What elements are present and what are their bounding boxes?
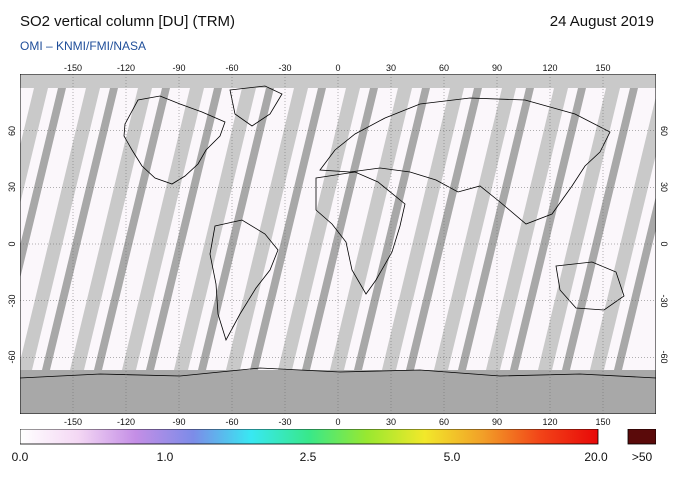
lat-tick-left: 60 <box>7 125 17 136</box>
lat-tick-left: 30 <box>7 182 17 193</box>
lon-tick-top: 90 <box>491 63 503 73</box>
low-quality-swath <box>146 88 222 370</box>
lon-tick-top: 30 <box>385 63 397 73</box>
lon-tick-bottom: -150 <box>63 417 83 427</box>
low-quality-swath <box>250 88 326 370</box>
coast-eurasia <box>319 97 611 225</box>
no-data-swath <box>20 88 100 370</box>
lon-tick-bottom: -30 <box>278 417 292 427</box>
lon-tick-top: -90 <box>172 63 186 73</box>
lon-tick-bottom: 90 <box>491 417 503 427</box>
lat-tick-right: -30 <box>659 294 669 308</box>
low-quality-swath <box>510 88 586 370</box>
no-data-swath <box>330 88 412 370</box>
lon-tick-bottom: -90 <box>172 417 186 427</box>
no-data-swath <box>486 88 568 370</box>
lat-tick-right: 60 <box>659 125 669 136</box>
low-quality-swath <box>354 88 430 370</box>
lat-tick-left: -30 <box>7 294 17 308</box>
coast-africa <box>315 171 406 295</box>
lon-tick-top: 150 <box>595 63 611 73</box>
low-quality-swath <box>406 88 482 370</box>
low-quality-swath <box>302 88 378 370</box>
lat-tick-right: 0 <box>659 241 669 247</box>
coastlines <box>20 85 656 379</box>
lat-tick-right: -60 <box>659 350 669 364</box>
low-quality-swath <box>20 88 66 279</box>
coast-australia <box>555 261 625 311</box>
no-data-swath <box>382 88 464 370</box>
lon-tick-bottom: 60 <box>438 417 450 427</box>
lon-tick-top: -150 <box>63 63 83 73</box>
colorbar-label-2: 2.5 <box>299 450 317 464</box>
colorbar-overflow-box <box>627 429 656 445</box>
coast-antarctica <box>20 367 656 379</box>
map-title: SO2 vertical column [DU] (TRM) <box>20 13 236 30</box>
low-quality-swath <box>94 88 170 370</box>
coast-north-america <box>123 95 226 185</box>
orbit-swaths <box>20 88 656 370</box>
colorbar-label-3: 5.0 <box>443 450 461 464</box>
lon-tick-top: -30 <box>278 63 292 73</box>
no-data-swath <box>434 88 516 370</box>
graticule <box>20 74 656 414</box>
lon-tick-bottom: 120 <box>542 417 558 427</box>
no-data-swath <box>226 88 308 370</box>
lon-tick-bottom: -60 <box>225 417 239 427</box>
low-quality-swath <box>458 88 534 370</box>
data-credit: OMI – KNMI/FMI/NASA <box>20 39 147 53</box>
colorbar-label-0: 0.0 <box>11 450 29 464</box>
lat-tick-left: -60 <box>7 350 17 364</box>
no-data-swath <box>174 88 256 370</box>
no-data-swath <box>538 88 620 370</box>
lon-tick-top: -120 <box>116 63 136 73</box>
colorbar-label-1: 1.0 <box>156 450 174 464</box>
no-data-swath <box>70 88 152 370</box>
colorbar <box>20 429 656 445</box>
lon-tick-top: 120 <box>542 63 558 73</box>
coast-south-america <box>209 219 279 342</box>
lon-tick-top: 60 <box>438 63 450 73</box>
lon-tick-bottom: 0 <box>335 417 341 427</box>
world-map <box>20 74 656 414</box>
colorbar-gradient <box>20 429 599 445</box>
lon-tick-bottom: 150 <box>595 417 611 427</box>
low-quality-swath <box>562 88 638 370</box>
colorbar-label-4: 20.0 <box>584 450 608 464</box>
lon-tick-bottom: -120 <box>116 417 136 427</box>
lon-tick-top: 0 <box>335 63 341 73</box>
no-data-swath <box>122 88 204 370</box>
coast-greenland <box>229 85 283 127</box>
map-date: 24 August 2019 <box>549 13 654 30</box>
lon-tick-top: -60 <box>225 63 239 73</box>
low-quality-swath <box>42 88 118 370</box>
no-data-swath <box>278 88 360 370</box>
lat-tick-right: 30 <box>659 182 669 193</box>
colorbar-overflow-label: >50 <box>631 450 653 464</box>
lat-tick-left: 0 <box>7 241 17 247</box>
lon-tick-bottom: 30 <box>385 417 397 427</box>
